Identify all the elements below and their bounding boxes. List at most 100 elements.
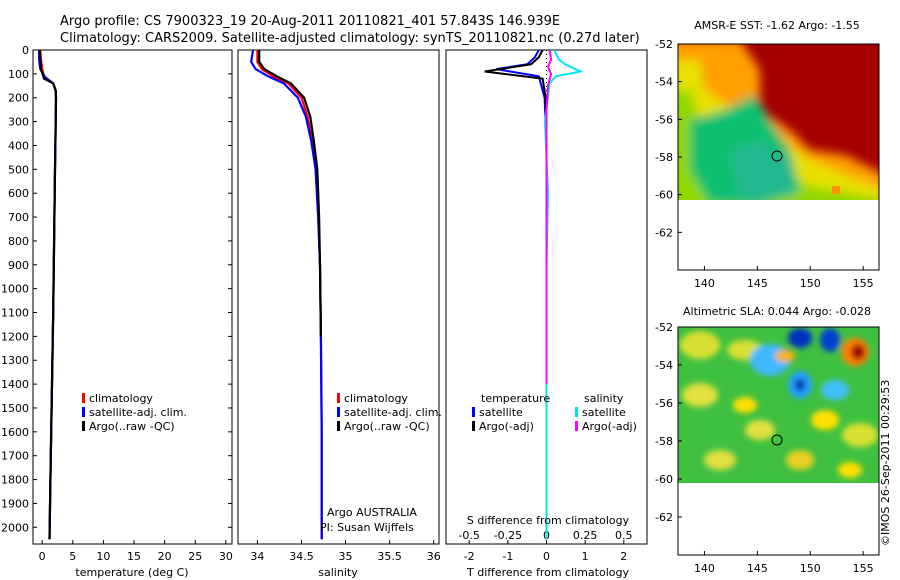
- lon-tick-label: 150: [800, 562, 821, 575]
- x-tick-label: 10: [96, 550, 110, 563]
- x-tick-label: 25: [188, 550, 202, 563]
- lon-tick-label: 150: [800, 277, 821, 290]
- depth-tick-label: 1900: [1, 497, 29, 510]
- salinity-panel: 34 34.5 35 35.5 36 climatologysatellite-adj.…: [237, 49, 442, 579]
- s-diff-tick-label: -0.5: [458, 529, 479, 542]
- legend-swatch: [575, 407, 578, 417]
- salinity-axes-frame: [237, 49, 440, 545]
- x-tick-label: 35.5: [377, 550, 402, 563]
- depth-tick-label: 1800: [1, 474, 29, 487]
- header-line1: Argo profile: CS 7900323_19 20-Aug-2011 …: [60, 14, 560, 29]
- legend-label: Argo(-adj): [582, 420, 637, 433]
- s-diff-tick-label: -0.25: [494, 529, 522, 542]
- argo-australia-note: Argo AUSTRALIA: [327, 506, 417, 519]
- lon-tick-label: 140: [694, 562, 715, 575]
- difference-legend: temperature salinitysatelliteArgo(-adj)sa…: [472, 392, 637, 433]
- legend-swatch: [82, 393, 85, 403]
- lat-tick-label: -60: [655, 189, 673, 202]
- x-tick-label: 34.5: [289, 550, 314, 563]
- legend-label: Argo(..raw -QC): [89, 420, 175, 433]
- sla-field: [678, 327, 879, 483]
- lat-tick-label: -58: [655, 435, 673, 448]
- x-tick-label: 34: [250, 550, 264, 563]
- sst-map-panel: AMSR-E SST: -1.62 Argo: -1.55 140 145 150 1…: [655, 19, 880, 290]
- depth-tick-label: 2000: [1, 521, 29, 534]
- lon-tick-label: 155: [853, 562, 874, 575]
- legend-label: Argo(-adj): [479, 420, 534, 433]
- s-diff-tick-label: 0.25: [573, 529, 598, 542]
- lon-tick-label: 145: [747, 277, 768, 290]
- depth-tick-label: 600: [8, 187, 29, 200]
- legend-label: climatology: [344, 392, 408, 405]
- sst-field: [678, 44, 879, 200]
- x-tick-label: 0: [39, 550, 46, 563]
- x-tick-label: 30: [219, 550, 233, 563]
- lat-tick-label: -56: [655, 113, 673, 126]
- depth-tick-label: 200: [8, 92, 29, 105]
- series-s-argo-adj: [545, 49, 553, 385]
- s-difference-label: S difference from climatology: [467, 514, 630, 527]
- depth-tick-label: 1700: [1, 450, 29, 463]
- depth-tick-label: 1300: [1, 354, 29, 367]
- depth-tick-label: 1500: [1, 402, 29, 415]
- sla-argo-location-marker: [771, 434, 783, 446]
- legend-label: Argo(..raw -QC): [344, 420, 430, 433]
- sst-map-ticks: 140 145 150 155 -52 -54 -56 -58 -60 -62: [655, 38, 874, 290]
- header-line2: Climatology: CARS2009. Satellite-adjuste…: [60, 31, 640, 46]
- depth-tick-label: 400: [8, 139, 29, 152]
- temperature-panel: 0100200300400500600700800900100011001200…: [1, 44, 647, 579]
- x-tick-label: 2: [620, 550, 627, 563]
- lat-tick-label: -52: [655, 321, 673, 334]
- lat-tick-label: -54: [655, 359, 673, 372]
- sla-map-ticks: 140 145 150 155 -52 -54 -56 -58 -60 -62: [655, 321, 874, 575]
- x-tick-label: -2: [464, 550, 475, 563]
- legend-swatch: [472, 407, 475, 417]
- legend-swatch: [337, 393, 340, 403]
- lat-tick-label: -60: [655, 473, 673, 486]
- depth-tick-label: 0: [22, 44, 29, 57]
- legend-swatch: [337, 421, 340, 431]
- salinity-x-ticks: 34 34.5 35 35.5 36: [250, 540, 441, 563]
- depth-tick-label: 500: [8, 163, 29, 176]
- legend-swatch: [82, 421, 85, 431]
- series-argo-raw-qc: [38, 49, 58, 540]
- sla-no-data: [678, 483, 879, 555]
- legend-label: satellite-adj. clim.: [344, 406, 442, 419]
- t-difference-x-label: T difference from climatology: [466, 566, 629, 579]
- series-argo-raw-qc: [258, 50, 322, 337]
- lat-tick-label: -52: [655, 38, 673, 51]
- sst-argo-location-marker: [771, 150, 783, 162]
- x-tick-label: -1: [502, 550, 513, 563]
- lat-tick-label: -62: [655, 511, 673, 524]
- lat-tick-label: -54: [655, 76, 673, 89]
- temperature-profiles: [37, 49, 58, 540]
- lon-tick-label: 140: [694, 277, 715, 290]
- legend-swatch: [82, 407, 85, 417]
- sla-map-panel: Altimetric SLA: 0.044 Argo: -0.028: [655, 305, 880, 575]
- lon-tick-label: 155: [853, 277, 874, 290]
- sst-no-data: [678, 200, 879, 270]
- legend-label: satellite-adj. clim.: [89, 406, 187, 419]
- depth-tick-label: 1600: [1, 426, 29, 439]
- difference-panel: -2 -1 0 1 2 -0.5 -0.25 0 0.25 0.5 temperature sal…: [445, 49, 648, 579]
- legend-label: climatology: [89, 392, 153, 405]
- salinity-profiles: [250, 49, 323, 540]
- difference-profiles: [484, 49, 584, 544]
- depth-tick-label: 700: [8, 211, 29, 224]
- lat-tick-label: -56: [655, 397, 673, 410]
- legend-swatch: [575, 421, 578, 431]
- lon-tick-label: 145: [747, 562, 768, 575]
- x-tick-label: 5: [69, 550, 76, 563]
- imos-timestamp: ©IMOS 26-Sep-2011 00:29:53: [879, 380, 892, 546]
- temperature-x-label: temperature (deg C): [75, 566, 188, 579]
- depth-tick-label: 1000: [1, 283, 29, 296]
- legend-swatch: [472, 421, 475, 431]
- sst-map-title: AMSR-E SST: -1.62 Argo: -1.55: [694, 19, 859, 32]
- depth-tick-label: 100: [8, 68, 29, 81]
- legend-title-salinity: salinity: [584, 392, 624, 405]
- x-tick-label: 35: [339, 550, 353, 563]
- x-tick-label: 1: [582, 550, 589, 563]
